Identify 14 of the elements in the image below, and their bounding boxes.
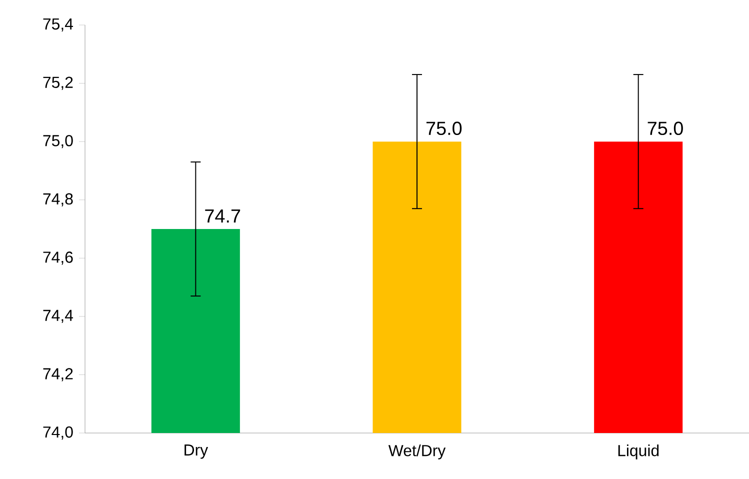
y-tick-label: 75,4 [43,18,74,32]
y-tick-label: 74,2 [43,368,73,382]
data-label: 74.7 [205,209,240,222]
y-tick-label: 74,6 [43,252,73,265]
y-tick-label: 74,8 [43,193,73,206]
x-tick-label: Wet/Dry [388,444,446,460]
y-tick-label: 75,0 [43,134,73,148]
data-label: 75.0 [648,122,683,136]
x-tick-label: Dry [184,444,208,459]
x-tick-label: Liquid [618,444,659,460]
y-tick-label: 75,2 [43,76,73,90]
data-label: 75.0 [426,122,462,136]
y-tick-label: 74,0 [43,426,73,440]
y-tick-label: 74,4 [43,310,74,323]
